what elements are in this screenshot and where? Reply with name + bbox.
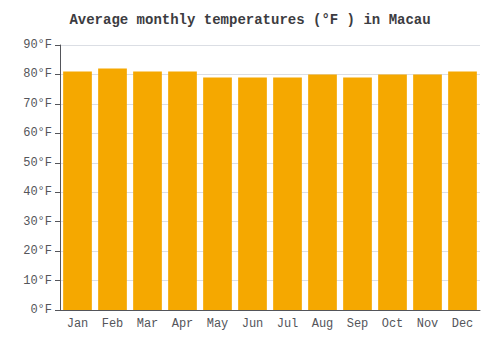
svg-text:30°F: 30°F bbox=[23, 215, 52, 229]
svg-text:60°F: 60°F bbox=[23, 126, 52, 140]
svg-text:40°F: 40°F bbox=[23, 185, 52, 199]
svg-text:Nov: Nov bbox=[417, 317, 439, 331]
svg-text:Dec: Dec bbox=[452, 317, 474, 331]
svg-text:90°F: 90°F bbox=[23, 38, 52, 52]
svg-text:Apr: Apr bbox=[172, 317, 194, 331]
svg-text:50°F: 50°F bbox=[23, 156, 52, 170]
svg-text:Average monthly temperatures (: Average monthly temperatures (°F ) in Ma… bbox=[69, 12, 430, 28]
svg-text:Jul: Jul bbox=[277, 317, 299, 331]
svg-text:Aug: Aug bbox=[312, 317, 334, 331]
svg-text:Oct: Oct bbox=[382, 317, 404, 331]
svg-text:May: May bbox=[207, 317, 229, 331]
svg-text:Mar: Mar bbox=[137, 317, 159, 331]
svg-text:Feb: Feb bbox=[102, 317, 124, 331]
svg-text:20°F: 20°F bbox=[23, 244, 52, 258]
svg-text:10°F: 10°F bbox=[23, 274, 52, 288]
svg-text:Sep: Sep bbox=[347, 317, 369, 331]
svg-text:80°F: 80°F bbox=[23, 67, 52, 81]
svg-text:0°F: 0°F bbox=[30, 303, 52, 317]
svg-text:Jan: Jan bbox=[67, 317, 89, 331]
svg-text:70°F: 70°F bbox=[23, 97, 52, 111]
svg-text:Jun: Jun bbox=[242, 317, 264, 331]
